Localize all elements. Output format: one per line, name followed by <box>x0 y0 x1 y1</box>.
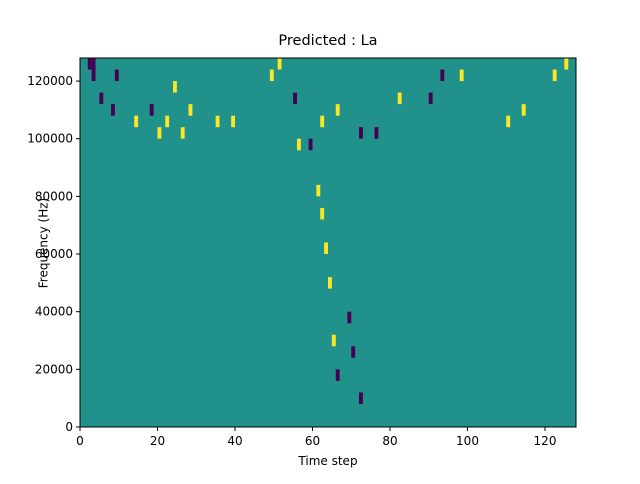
y-tick-label: 0 <box>65 420 73 434</box>
heatmap-cell <box>87 58 92 70</box>
heatmap-cell <box>149 104 154 116</box>
heatmap-cell <box>351 346 356 358</box>
y-tick-label: 100000 <box>27 132 73 146</box>
chart-title: Predicted : La <box>278 33 378 49</box>
heatmap-cell <box>277 58 282 70</box>
y-tick-label: 120000 <box>27 74 73 88</box>
x-ticks: 0 20 40 60 80 100 120 <box>76 427 556 448</box>
heatmap-cell <box>308 138 313 151</box>
heatmap-cell <box>188 104 193 116</box>
x-tick-label: 120 <box>534 434 557 448</box>
heatmap-cell <box>180 127 185 139</box>
heatmap-cell <box>297 138 301 151</box>
heatmap-cell <box>440 69 445 82</box>
y-tick-label: 80000 <box>35 189 73 203</box>
heatmap-cell <box>506 115 511 128</box>
heatmap-cell <box>564 58 569 70</box>
heatmap-cell <box>231 115 236 128</box>
heatmap-cell <box>293 92 298 105</box>
y-axis-label: Frequency (Hz) <box>36 197 51 289</box>
heatmap-cell <box>335 104 340 116</box>
x-tick-label: 40 <box>227 434 242 448</box>
y-tick-label: 60000 <box>35 247 73 261</box>
heatmap-cell <box>157 127 162 139</box>
heatmap-cell <box>331 334 336 347</box>
heatmap-cell <box>134 115 139 128</box>
y-ticks: 0 20000 40000 60000 80000 100000 120000 <box>27 74 80 434</box>
heatmap-cell <box>91 58 96 70</box>
heatmap-cell <box>165 115 170 128</box>
heatmap-cell <box>397 92 402 105</box>
y-tick-label: 40000 <box>35 305 73 319</box>
heatmap-cell <box>111 104 115 116</box>
heatmap-cell <box>374 127 379 139</box>
x-tick-label: 100 <box>456 434 479 448</box>
heatmap-cell <box>269 69 274 82</box>
heatmap-cells <box>80 58 576 427</box>
heatmap-cell <box>359 127 363 139</box>
x-axis-label: Time step <box>298 454 358 468</box>
heatmap-cell <box>324 242 329 255</box>
heatmap-cell <box>428 92 433 105</box>
heatmap-cell <box>320 207 325 220</box>
x-tick-label: 80 <box>382 434 397 448</box>
heatmap-cell <box>459 69 464 82</box>
heatmap-cell <box>335 369 340 381</box>
heatmap-cell <box>114 69 119 82</box>
heatmap-cell <box>215 115 220 128</box>
heatmap-cell <box>347 311 352 324</box>
heatmap-cell <box>320 115 325 128</box>
heatmap-cell <box>359 392 363 404</box>
x-tick-label: 20 <box>150 434 165 448</box>
heatmap-cell <box>99 92 104 105</box>
heatmap-cell <box>328 277 332 289</box>
y-tick-label: 20000 <box>35 362 73 376</box>
heatmap-cell <box>316 184 321 197</box>
x-tick-label: 0 <box>76 434 84 448</box>
heatmap-cell <box>91 69 96 82</box>
plot-frame <box>79 57 577 428</box>
heatmap-cell <box>173 81 177 93</box>
heatmap-cell <box>521 104 526 116</box>
heatmap-cell <box>552 69 557 82</box>
x-tick-label: 60 <box>305 434 320 448</box>
